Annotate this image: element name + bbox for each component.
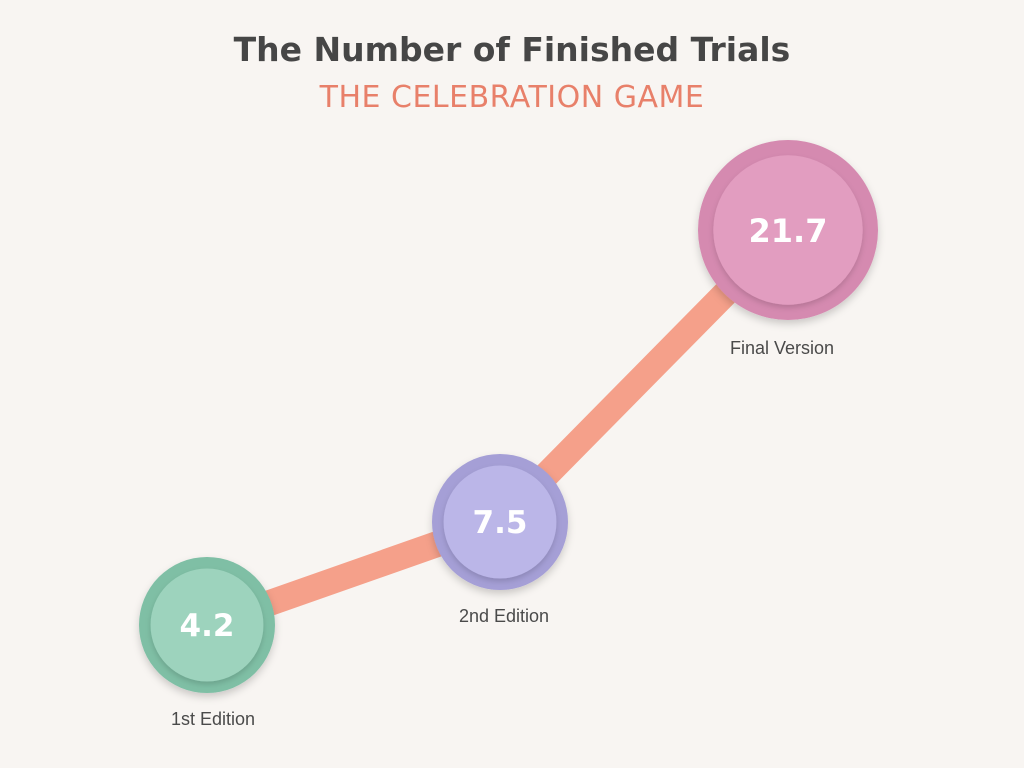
data-point-2: 7.5 2nd Edition — [432, 454, 568, 626]
data-points: 4.2 1st Edition 7.5 2nd Edition 21.7 Final Ve… — [139, 140, 878, 729]
chart-title: The Number of Finished Trials — [233, 30, 791, 69]
data-point-1: 4.2 1st Edition — [139, 557, 275, 729]
point-inner-disc — [713, 155, 863, 305]
data-label: 21.7 — [749, 212, 828, 250]
data-label: 7.5 — [473, 505, 528, 541]
point-inner-disc — [443, 465, 557, 579]
category-label: 1st Edition — [171, 709, 255, 729]
point-inner-disc — [150, 568, 264, 682]
data-label: 4.2 — [180, 608, 235, 644]
category-label: 2nd Edition — [459, 606, 549, 626]
data-point-3: 21.7 Final Version — [698, 140, 878, 358]
category-label: Final Version — [730, 338, 834, 358]
chart-subtitle: THE CELEBRATION GAME — [319, 80, 705, 115]
